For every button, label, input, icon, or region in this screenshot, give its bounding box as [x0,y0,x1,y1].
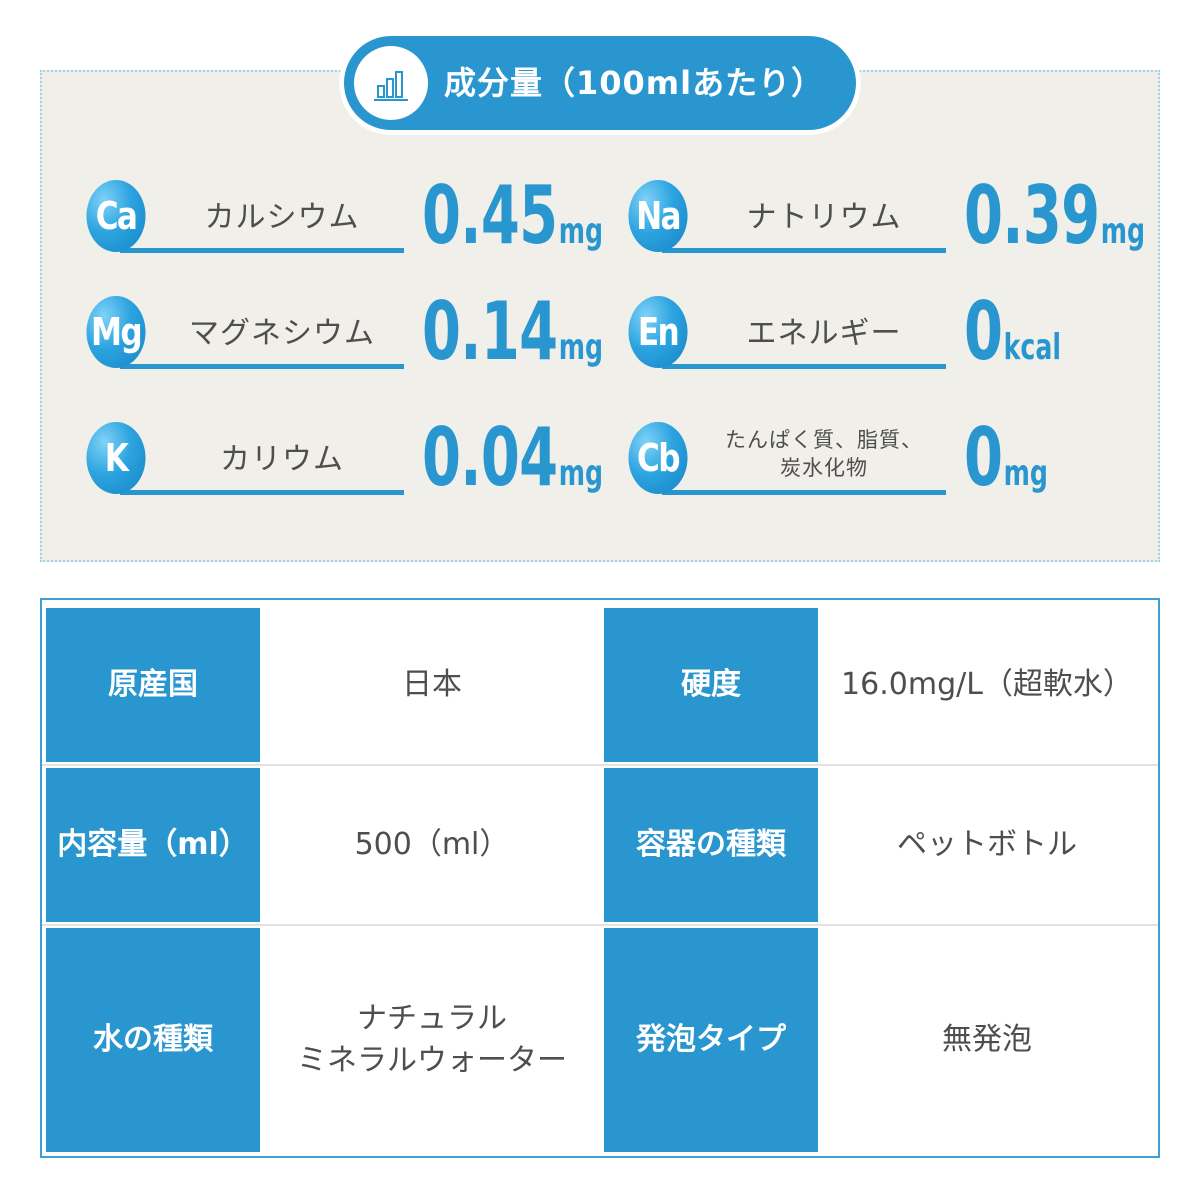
nutrient-label: カリウム [220,442,344,477]
nutrient-label: ナトリウム [746,200,902,235]
nutrient-symbol-badge: Na [628,180,688,252]
spec-value-volume: 500（ml） [354,827,510,862]
nutrient-value: 0mg [964,408,1048,508]
nutrient-underline [662,364,946,369]
spec-value-origin: 日本 [402,667,462,702]
nutrient-amount: 0.45 [422,169,558,262]
nutrient-unit: mg [558,453,604,494]
spec-key-water-type: 水の種類 [46,928,260,1152]
nutrient-unit: kcal [1003,327,1062,368]
spec-key-volume: 内容量（ml） [46,768,260,922]
nutrient-amount: 0 [964,411,1003,504]
nutrient-label: カルシウム [204,200,360,235]
nutrient-amount: 0.04 [422,411,558,504]
nutrient-symbol-badge: Cb [628,422,688,494]
row-divider [42,764,1158,766]
nutrient-value: 0.45mg [422,166,603,266]
nutrient-value: 0.14mg [422,282,603,382]
spec-value-container: ペットボトル [897,827,1077,862]
nutrient-amount: 0.39 [964,169,1100,262]
spec-value-hardness: 16.0mg/L（超軟水） [841,667,1133,702]
nutrient-value: 0.39mg [964,166,1145,266]
nutrient-amount: 0.14 [422,285,558,378]
nutrient-symbol-badge: En [628,296,688,368]
nutrient-unit: mg [558,211,604,252]
spec-key-carbonation: 発泡タイプ [604,928,818,1152]
spec-key-container: 容器の種類 [604,768,818,922]
nutrient-energy: En エネルギー 0kcal [622,285,1162,386]
nutrient-underline [120,364,404,369]
nutrient-underline [662,490,946,495]
section-title-text: 成分量（100mlあたり） [444,64,825,102]
nutrient-value: 0.04mg [422,408,603,508]
spec-value-water-type: ナチュラル ミネラルウォーター [297,1001,567,1078]
nutrient-potassium: K カリウム 0.04mg [80,411,620,512]
spec-key-hardness: 硬度 [604,608,818,762]
nutrient-underline [120,490,404,495]
nutrient-magnesium: Mg マグネシウム 0.14mg [80,285,620,386]
nutrient-label: エネルギー [746,316,902,351]
nutrient-symbol-badge: Ca [86,180,146,252]
nutrient-sodium: Na ナトリウム 0.39mg [622,169,1162,270]
row-divider [42,924,1158,926]
nutrient-underline [120,248,404,253]
nutrient-label: マグネシウム [189,316,375,351]
nutrient-unit: mg [1003,453,1048,494]
bar-chart-icon [354,46,428,120]
nutrient-amount: 0 [964,285,1003,378]
nutrient-underline [662,248,946,253]
nutrient-macros: Cb たんぱく質、脂質、 炭水化物 0mg [622,411,1162,512]
spec-table: 原産国 日本 硬度 16.0mg/L（超軟水） 内容量（ml） 500（ml） … [40,598,1160,1158]
spec-value-carbonation: 無発泡 [942,1022,1032,1057]
nutrient-unit: mg [1100,211,1146,252]
nutrient-label: たんぱく質、脂質、 炭水化物 [725,428,923,480]
nutrient-calcium: Ca カルシウム 0.45mg [80,169,620,270]
spec-key-origin: 原産国 [46,608,260,762]
nutrient-value: 0kcal [964,282,1061,382]
nutrient-unit: mg [558,327,604,368]
nutrient-symbol-badge: Mg [86,296,146,368]
section-title: 成分量（100mlあたり） [344,36,856,130]
nutrient-symbol-badge: K [86,422,146,494]
nutrition-panel [40,70,1160,562]
